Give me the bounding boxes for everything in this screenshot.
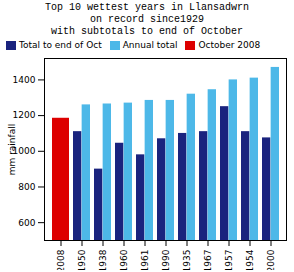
svg-text:2008: 2008	[56, 249, 66, 270]
svg-text:1957: 1957	[224, 250, 234, 271]
html-text:October 2008: October 2008	[198, 40, 261, 50]
html-text:Total to end of Oct: Total to end of Oct	[19, 40, 102, 50]
svg-text:800: 800	[18, 182, 35, 192]
svg-text:1200: 1200	[13, 110, 36, 120]
svg-text:1967: 1967	[203, 250, 213, 271]
svg-text:600: 600	[18, 218, 35, 228]
svg-text:1935: 1935	[182, 250, 192, 271]
svg-text:1961: 1961	[140, 250, 150, 271]
html-text:Top 10 wettest years in Llansa: Top 10 wettest years in Llansadwrn on re…	[45, 2, 249, 37]
svg-text:1950: 1950	[77, 249, 87, 270]
svg-text:2000: 2000	[266, 249, 276, 270]
svg-text:mm rainfall: mm rainfall	[7, 124, 17, 176]
svg-text:1400: 1400	[13, 75, 36, 85]
svg-text:1954: 1954	[245, 249, 255, 270]
html-text:Annual total: Annual total	[122, 40, 178, 50]
svg-text:1938: 1938	[98, 249, 108, 270]
svg-text:1990: 1990	[161, 249, 171, 270]
svg-text:1000: 1000	[12, 146, 36, 157]
svg-text:1960: 1960	[119, 249, 129, 270]
